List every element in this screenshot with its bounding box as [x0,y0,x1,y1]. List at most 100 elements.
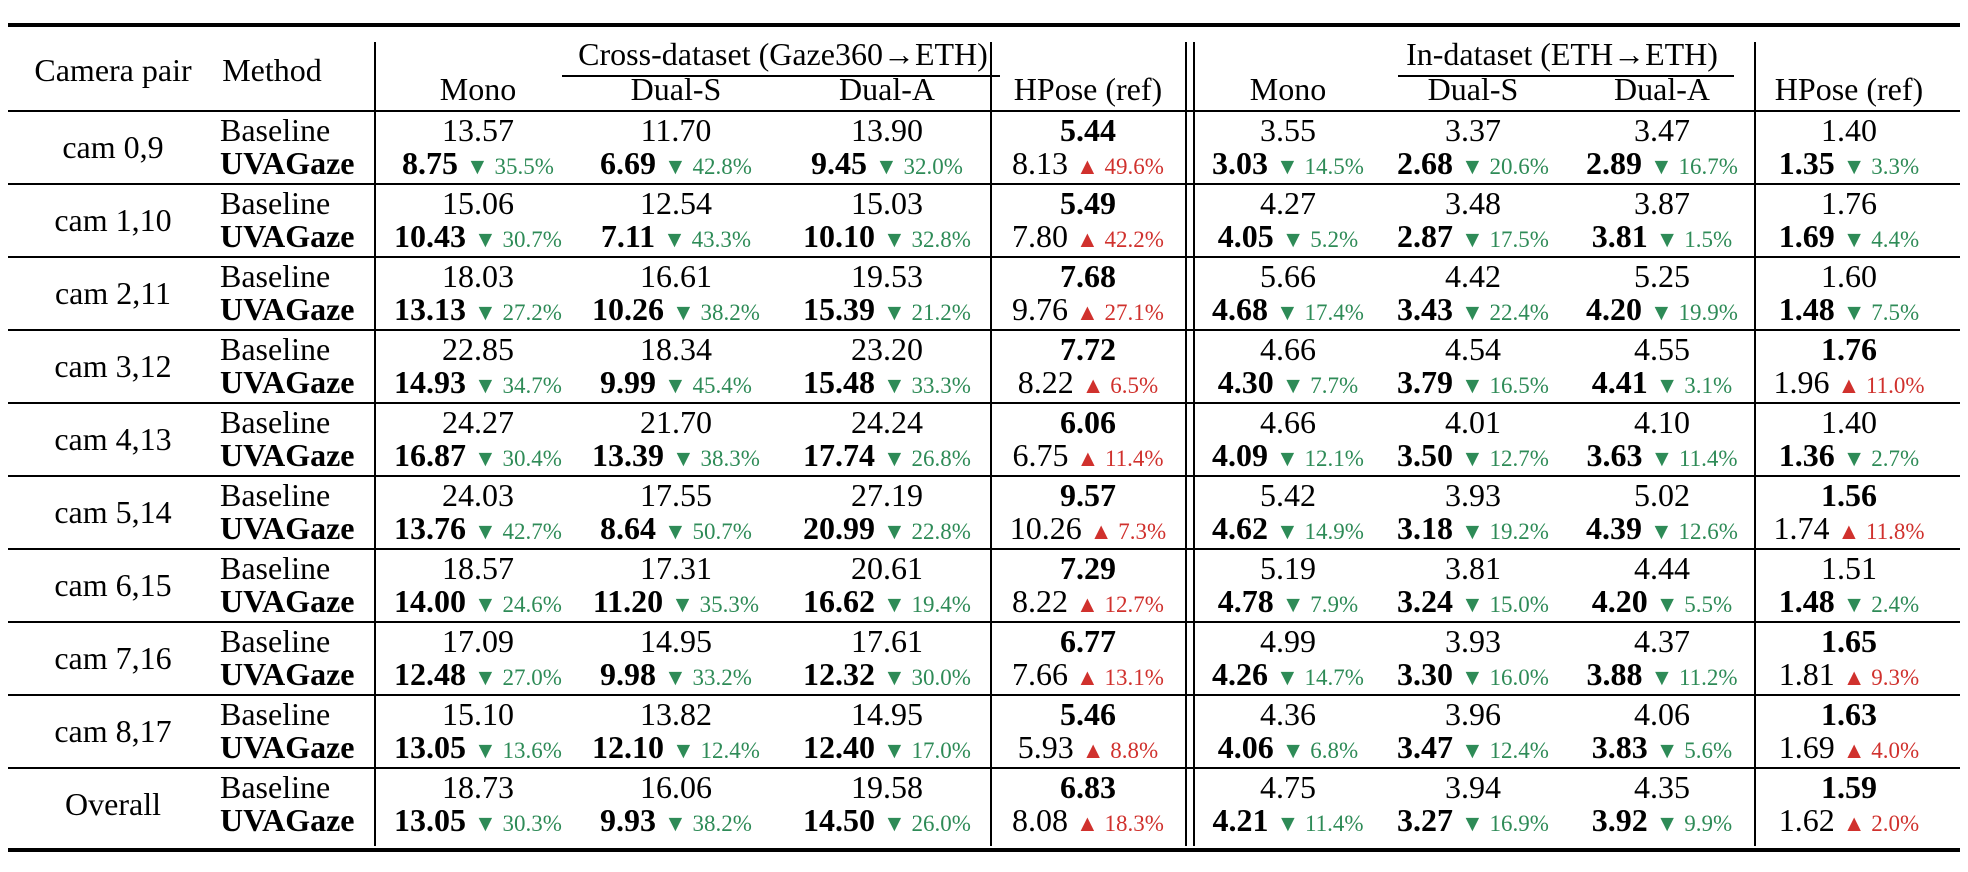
spacer [875,656,883,692]
delta-percent: ▲ 11.0% [1837,373,1925,398]
uvagaze-value: 3.27 [1397,802,1454,838]
uvagaze-cell: 4.06 ▼ 6.8% [1218,730,1358,768]
spacer [1829,364,1837,400]
baseline-value: 4.42 [1445,258,1501,294]
spacer [1274,364,1282,400]
delta-percent: ▼ 34.7% [474,373,562,398]
uvagaze-value: 1.48 [1778,583,1835,619]
baseline-value: 1.40 [1821,112,1877,148]
baseline-value: 3.96 [1445,696,1501,732]
baseline-value: 1.65 [1821,623,1877,659]
spacer [1274,583,1282,619]
baseline-value: 3.55 [1260,112,1316,148]
uvagaze-value: 3.03 [1212,145,1269,181]
uvagaze-value: 12.40 [803,729,876,765]
row-separator [8,402,1960,404]
uvagaze-cell: 16.87 ▼ 30.4% [394,438,562,476]
uvagaze-cell: 9.76 ▲ 27.1% [1012,292,1164,330]
uvagaze-cell: 4.78 ▼ 7.9% [1218,584,1358,622]
camera-pair-label: cam 3,12 [54,348,172,384]
uvagaze-value: 3.30 [1397,656,1454,692]
baseline-value: 5.44 [1060,112,1116,148]
uvagaze-cell: 3.03 ▼ 14.5% [1212,146,1364,184]
spacer [466,656,474,692]
uvagaze-value: 7.80 [1012,218,1069,254]
baseline-value: 19.58 [851,769,923,805]
spacer [1268,510,1276,546]
baseline-value: 21.70 [640,404,712,440]
uvagaze-value: 10.26 [592,291,665,327]
camera-pair-label: Overall [65,786,161,822]
delta-percent: ▼ 33.2% [664,665,752,690]
delta-percent: ▼ 5.5% [1655,592,1733,617]
header-method: Method [222,52,322,88]
spacer [1068,145,1076,181]
baseline-value: 17.61 [851,623,923,659]
uvagaze-cell: 11.20 ▼ 35.3% [593,584,759,622]
delta-percent: ▼ 2.7% [1842,446,1920,471]
spacer [1642,437,1650,473]
uvagaze-value: 5.93 [1017,729,1074,765]
spacer [466,437,474,473]
camera-pair-label: cam 0,9 [62,129,164,165]
uvagaze-cell: 4.05 ▼ 5.2% [1218,219,1358,257]
spacer [875,437,883,473]
method-baseline-label: Baseline [220,404,331,440]
uvagaze-cell: 2.68 ▼ 20.6% [1397,146,1549,184]
delta-percent: ▼ 32.0% [875,154,963,179]
uvagaze-cell: 1.36 ▼ 2.7% [1779,438,1919,476]
uvagaze-value: 3.83 [1591,729,1648,765]
row-separator [8,329,1960,331]
uvagaze-cell: 12.32 ▼ 30.0% [803,657,971,695]
uvagaze-cell: 8.13 ▲ 49.6% [1012,146,1164,184]
baseline-value: 16.06 [640,769,712,805]
vline-after-method [374,42,376,846]
method-baseline-label: Baseline [220,185,331,221]
delta-percent: ▼ 11.2% [1650,665,1738,690]
baseline-value: 9.57 [1060,477,1116,513]
uvagaze-cell: 9.45 ▼ 32.0% [811,146,963,184]
uvagaze-value: 9.99 [600,364,657,400]
delta-percent: ▼ 6.8% [1281,738,1359,763]
delta-percent: ▼ 12.1% [1276,446,1364,471]
uvagaze-value: 3.88 [1586,656,1643,692]
uvagaze-value: 10.10 [803,218,876,254]
header-cross-dataset: Cross-dataset (Gaze360→ETH) [578,36,988,72]
uvagaze-cell: 12.40 ▼ 17.0% [803,730,971,768]
delta-percent: ▲ 11.8% [1837,519,1925,544]
baseline-value: 4.54 [1445,331,1501,367]
uvagaze-cell: 3.88 ▼ 11.2% [1586,657,1737,695]
delta-percent: ▼ 7.7% [1281,373,1359,398]
uvagaze-cell: 1.74 ▲ 11.8% [1773,511,1924,549]
spacer [656,802,664,838]
spacer [1835,145,1843,181]
spacer [1835,437,1843,473]
delta-percent: ▼ 27.0% [474,665,562,690]
baseline-value: 13.90 [851,112,923,148]
delta-percent: ▼ 11.4% [1650,446,1738,471]
method-uvagaze-label: UVAGaze [220,802,355,838]
spacer [1068,583,1076,619]
uvagaze-value: 7.11 [600,218,656,254]
uvagaze-cell: 13.76 ▼ 42.7% [394,511,562,549]
spacer [1642,291,1650,327]
uvagaze-value: 8.22 [1017,364,1074,400]
delta-percent: ▼ 3.1% [1655,373,1733,398]
spacer [1835,291,1843,327]
uvagaze-cell: 4.26 ▼ 14.7% [1212,657,1364,695]
baseline-value: 4.35 [1634,769,1690,805]
col-mono-in: Mono [1249,71,1327,107]
baseline-value: 4.06 [1634,696,1690,732]
camera-pair-label: cam 7,16 [54,640,172,676]
delta-percent: ▲ 2.0% [1842,811,1920,836]
uvagaze-value: 9.98 [600,656,657,692]
baseline-value: 5.66 [1260,258,1316,294]
baseline-value: 20.61 [851,550,923,586]
spacer [1642,510,1650,546]
spacer [1453,291,1461,327]
spacer [656,656,664,692]
baseline-value: 24.27 [442,404,514,440]
uvagaze-value: 13.05 [394,729,467,765]
row-separator [8,475,1960,477]
delta-percent: ▼ 42.7% [474,519,562,544]
